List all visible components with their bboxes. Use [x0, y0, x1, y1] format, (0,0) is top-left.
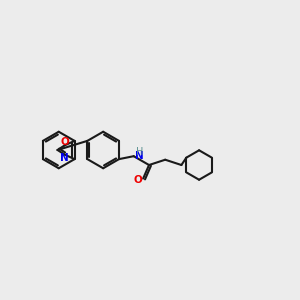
- Text: O: O: [134, 175, 142, 185]
- Text: H: H: [136, 147, 144, 158]
- Text: N: N: [135, 151, 143, 161]
- Text: O: O: [60, 137, 69, 147]
- Text: N: N: [60, 153, 69, 163]
